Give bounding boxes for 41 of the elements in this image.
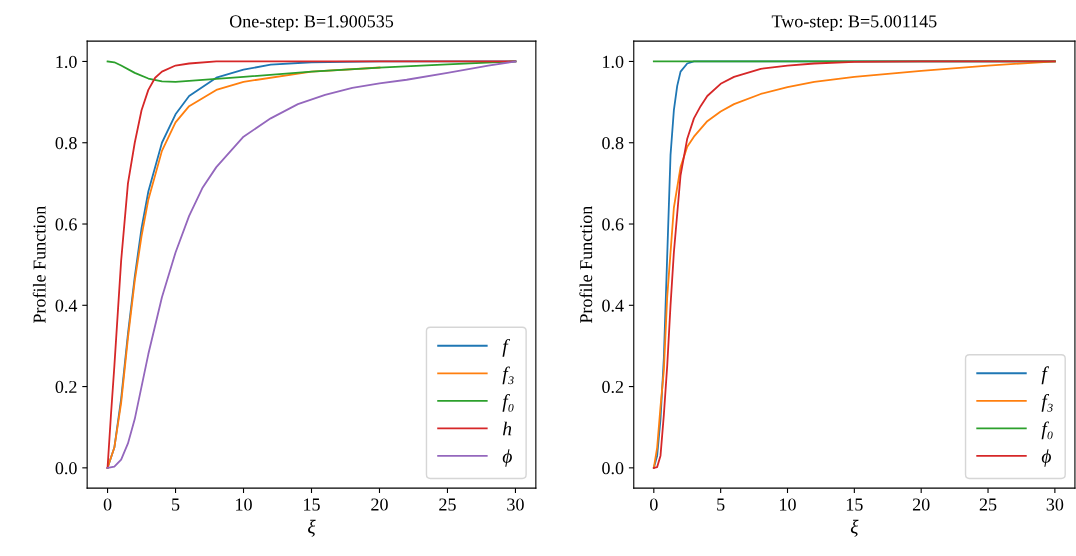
legend-label: f [1041,366,1050,385]
x-tick-label: 25 [439,498,456,511]
x-tick-label: 0 [103,498,112,511]
x-tick-label: 20 [912,498,930,511]
legend-label: f₀ [1041,421,1053,440]
x-tick-label: 15 [846,498,863,511]
chart-title: Two-step: B=5.001145 [771,15,937,32]
x-axis-title: ξ [308,519,316,537]
y-tick-label: 1.0 [603,55,624,68]
x-tick-label: 20 [371,498,388,511]
legend-label: ϕ [1041,449,1051,467]
x-tick-label: 25 [979,498,997,511]
legend-label: f₀ [502,394,514,412]
y-tick-label: 0.2 [55,380,77,394]
x-tick-label: 10 [236,498,252,511]
x-tick-label: 10 [780,498,796,511]
y-tick-label: 0.8 [602,137,624,150]
x-tick-label: 30 [507,498,524,511]
y-tick-label: 0.4 [602,299,624,312]
y-axis-title: Profile Function [32,206,46,324]
legend-label: ϕ [502,449,512,467]
legend-label: f [502,338,510,357]
y-axis-title: Profile Function [579,206,593,324]
x-tick-label: 30 [1046,498,1064,511]
x-tick-label: 15 [304,498,320,511]
chart-title: One-step: B=1.900535 [229,15,394,32]
y-tick-label: 0.0 [55,462,77,475]
legend-label: h [503,421,512,436]
y-tick-label: 0.6 [602,218,624,231]
y-tick-label: 1.0 [56,55,77,68]
x-tick-label: 5 [172,498,180,511]
x-tick-label: 5 [717,498,725,511]
y-tick-label: 0.4 [55,299,78,312]
legend-label: f₃ [502,366,514,385]
y-tick-label: 0.6 [55,218,77,231]
y-tick-label: 0.0 [602,462,624,475]
y-tick-label: 0.8 [55,137,77,150]
legend-label: f₃ [1041,393,1053,412]
x-tick-label: 0 [649,498,658,511]
y-tick-label: 0.2 [602,380,624,394]
x-axis-title: ξ [850,519,859,537]
